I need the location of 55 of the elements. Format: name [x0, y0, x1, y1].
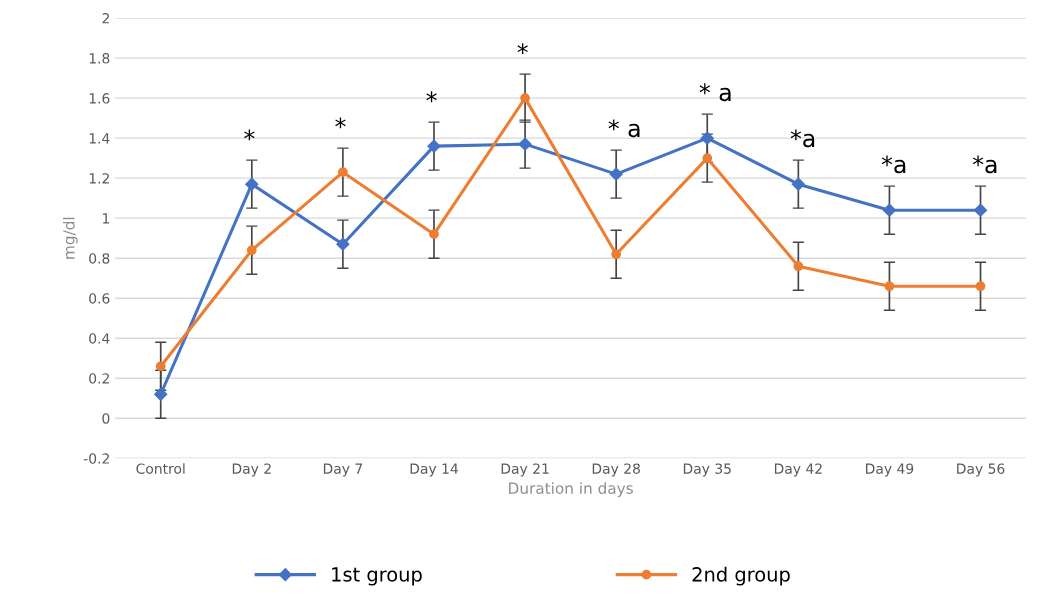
- annotation: * a: [699, 83, 731, 102]
- x-tick-label: Day 7: [323, 463, 363, 477]
- point: [791, 177, 805, 191]
- x-tick-label: Day 14: [410, 463, 458, 477]
- annotation: *: [335, 117, 346, 129]
- y-tick-label: 2: [102, 13, 109, 24]
- point: [702, 153, 713, 164]
- x-tick-label: Day 49: [866, 463, 914, 477]
- annotation: *: [244, 129, 255, 141]
- x-tick-label: Day 35: [683, 463, 731, 477]
- y-tick-label: 0.8: [89, 253, 110, 264]
- y-tick-label: 0.4: [89, 333, 110, 344]
- y-tick-label: -0.2: [83, 453, 109, 464]
- point: [700, 131, 714, 145]
- annotation: *: [426, 91, 437, 103]
- point: [246, 245, 257, 256]
- x-tick-label: Control: [136, 463, 185, 474]
- point: [973, 203, 988, 217]
- point: [793, 261, 804, 272]
- point: [155, 361, 166, 372]
- y-axis-title: mg/dl: [62, 217, 78, 259]
- point: [338, 167, 348, 178]
- point: [975, 281, 986, 292]
- y-tick-label: 1.6: [89, 93, 110, 104]
- y-tick-label: 1.2: [89, 173, 109, 184]
- x-axis-title: Duration in days: [509, 482, 633, 497]
- point: [882, 203, 897, 217]
- y-tick-label: 0.6: [89, 293, 110, 304]
- x-tick-label: Day 21: [501, 463, 549, 477]
- point: [611, 249, 622, 260]
- y-tick-label: 0.2: [89, 373, 109, 384]
- annotation: *a: [790, 129, 815, 148]
- point: [245, 177, 259, 191]
- y-tick-label: 0: [102, 413, 110, 424]
- legend-label: 2nd group: [692, 566, 790, 586]
- point: [884, 281, 895, 292]
- point: [154, 387, 168, 401]
- point: [520, 93, 530, 103]
- annotation: * a: [608, 119, 640, 138]
- x-tick-label: Day 28: [592, 463, 640, 477]
- y-tick-label: 1: [103, 213, 110, 224]
- point: [336, 237, 350, 251]
- x-tick-label: Day 56: [957, 463, 1005, 477]
- annotation: *a: [881, 155, 906, 174]
- legend-label: 1st group: [332, 567, 422, 586]
- point: [429, 229, 439, 240]
- point: [427, 139, 441, 153]
- annotation: *: [517, 43, 528, 55]
- point: [518, 137, 532, 151]
- x-tick-label: Day 42: [774, 463, 822, 477]
- annotation: *a: [972, 155, 997, 174]
- y-tick-label: 1.4: [89, 133, 110, 144]
- x-tick-label: Day 2: [232, 463, 271, 477]
- y-tick-label: 1.8: [89, 53, 110, 64]
- point: [609, 167, 623, 181]
